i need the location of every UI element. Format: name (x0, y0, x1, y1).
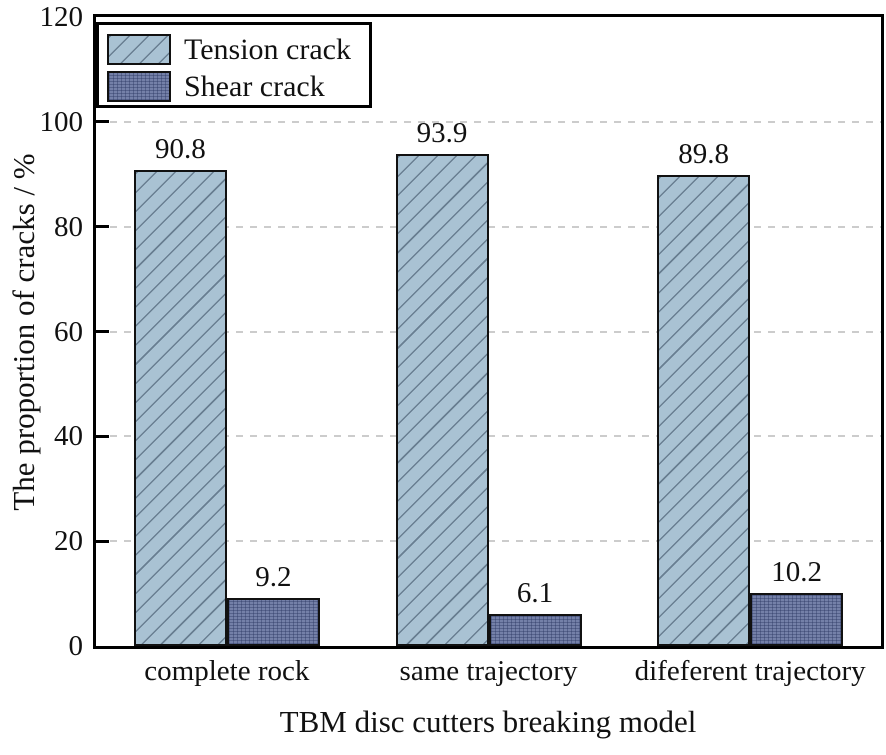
gridline-y-20 (96, 540, 881, 543)
y-tick-label-20: 20 (54, 525, 83, 558)
gridline-y-60 (96, 330, 881, 333)
value-label-shear-crack-complete-rock: 9.2 (255, 561, 292, 593)
gridline-y-40 (96, 435, 881, 438)
legend-item-shear-crack: Shear crack (107, 68, 369, 105)
y-tick-mark-100 (96, 120, 109, 124)
y-tick-label-60: 60 (54, 315, 83, 348)
y-tick-mark-80 (96, 225, 109, 229)
y-tick-mark-40 (96, 434, 109, 438)
y-tick-label-80: 80 (54, 210, 83, 243)
value-label-shear-crack-difeferent-trajectory: 10.2 (771, 556, 823, 588)
y-tick-label-40: 40 (54, 420, 83, 453)
gridline-y-80 (96, 225, 881, 228)
value-label-tension-crack-same-trajectory: 93.9 (416, 117, 468, 149)
y-tick-label-100: 100 (39, 105, 84, 138)
value-label-shear-crack-same-trajectory: 6.1 (516, 577, 554, 609)
bar-shear-crack-complete-rock (226, 598, 320, 646)
x-tick-label-difeferent-trajectory: difeferent trajectory (634, 655, 866, 687)
gridline-y-100 (96, 120, 881, 123)
bar-tension-crack-complete-rock (133, 170, 227, 646)
y-tick-label-0: 0 (68, 630, 84, 662)
y-tick-mark-60 (96, 330, 109, 333)
legend-swatch-shear-crack (107, 71, 171, 102)
bar-tension-crack-difeferent-trajectory (657, 175, 751, 646)
legend: Tension crack Shear crack (96, 22, 372, 108)
x-tick-label-complete-rock: complete rock (144, 655, 310, 687)
x-axis-title: TBM disc cutters breaking model (279, 704, 697, 739)
x-tick-label-same-trajectory: same trajectory (399, 655, 578, 687)
value-label-tension-crack-difeferent-trajectory: 89.8 (678, 138, 730, 170)
bar-shear-crack-same-trajectory (488, 614, 582, 646)
legend-item-tension-crack: Tension crack (107, 31, 369, 68)
plot-area: 90.8 9.2 93.9 6.1 89.8 10.2 (93, 14, 884, 649)
legend-swatch-tension-crack (107, 34, 171, 65)
y-tick-label-120: 120 (39, 1, 84, 33)
y-tick-mark-20 (96, 539, 109, 543)
bar-tension-crack-same-trajectory (395, 154, 489, 646)
value-label-tension-crack-complete-rock: 90.8 (154, 133, 206, 165)
bar-shear-crack-difeferent-trajectory (750, 593, 844, 646)
legend-label-tension-crack: Tension crack (184, 32, 351, 66)
legend-label-shear-crack: Shear crack (184, 69, 325, 103)
